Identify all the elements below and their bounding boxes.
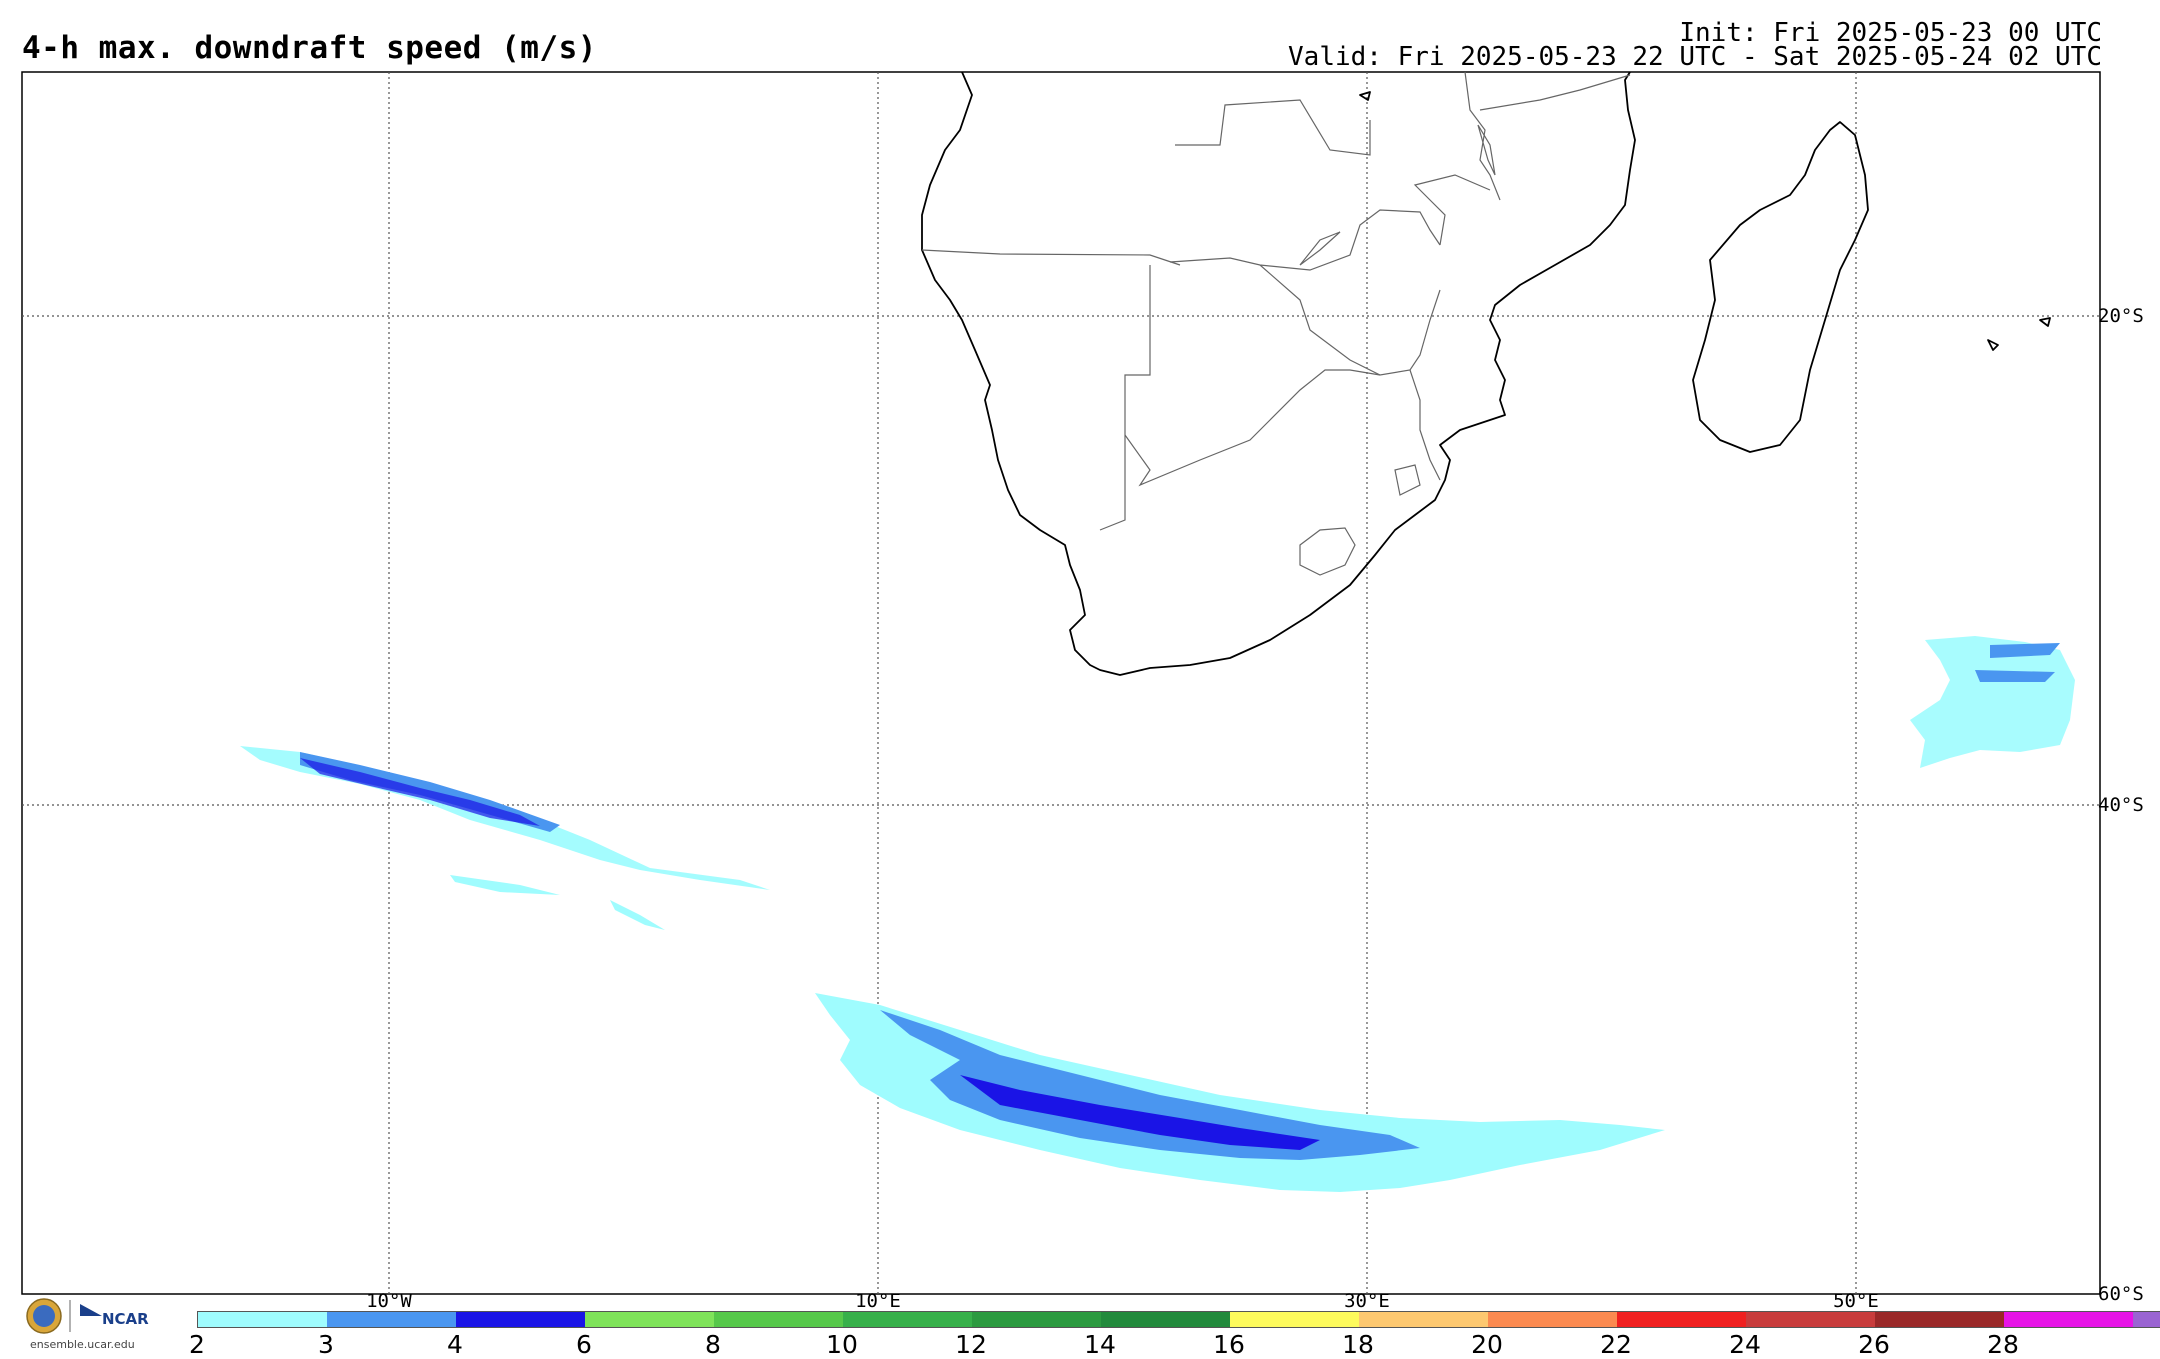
border-botswana-za xyxy=(1124,369,1381,487)
lake-victoria-area xyxy=(1359,91,1371,101)
colorbar-segment xyxy=(585,1312,714,1327)
colorbar-segment xyxy=(198,1312,327,1327)
nsf-ncar-logo xyxy=(26,1298,102,1334)
colorbar-tick-label: 26 xyxy=(1858,1330,1890,1359)
colorbar-tick-label: 14 xyxy=(1084,1330,1116,1359)
country-borders xyxy=(921,71,1631,576)
border-tanzania xyxy=(1479,74,1631,111)
downdraft-mid-east2 xyxy=(1975,670,2055,682)
map-title: 4-h max. downdraft speed (m/s) xyxy=(22,30,597,66)
mauritius xyxy=(1987,339,1999,351)
colorbar-tick-label: 4 xyxy=(447,1330,463,1359)
border-namibia-botswana xyxy=(1099,265,1151,531)
madagascar xyxy=(1692,121,1869,453)
colorbar xyxy=(197,1311,2160,1328)
colorbar-segment xyxy=(1230,1312,1359,1327)
lon-label-30e: 30°E xyxy=(1344,1290,1390,1312)
lat-label-40s: 40°S xyxy=(2098,794,2144,816)
colorbar-segment xyxy=(714,1312,843,1327)
colorbar-tick-label: 16 xyxy=(1213,1330,1245,1359)
init-time: Init: Fri 2025-05-23 00 UTC xyxy=(1679,18,2102,48)
gridlines xyxy=(22,72,2100,1294)
border-zambia xyxy=(1169,209,1441,271)
downdraft-light-east xyxy=(1910,636,2075,768)
africa-coast xyxy=(921,71,1636,676)
colorbar-segment xyxy=(327,1312,456,1327)
colorbar-segment xyxy=(1488,1312,1617,1327)
border-mozambique-za xyxy=(1409,369,1441,481)
colorbar-tick-label: 22 xyxy=(1600,1330,1632,1359)
lon-label-10w: 10°W xyxy=(366,1290,412,1312)
border-drc-zambia xyxy=(1175,99,1371,156)
colorbar-segment xyxy=(843,1312,972,1327)
downdraft-light-main xyxy=(815,993,1665,1192)
downdraft-field xyxy=(240,636,2075,1192)
downdraft-mid-main xyxy=(880,1010,1420,1160)
downdraft-mid-east xyxy=(1990,643,2060,658)
colorbar-tick-label: 18 xyxy=(1342,1330,1374,1359)
colorbar-segment xyxy=(1359,1312,1488,1327)
colorbar-segment xyxy=(1101,1312,1230,1327)
lon-label-50e: 50°E xyxy=(1833,1290,1879,1312)
colorbar-segment xyxy=(972,1312,1101,1327)
ncar-mark-icon xyxy=(80,1304,102,1316)
colorbar-tick-label: 28 xyxy=(1987,1330,2019,1359)
downdraft-light-west3 xyxy=(450,875,560,895)
ncar-wordmark: NCAR xyxy=(102,1310,149,1328)
lat-label-60s: 60°S xyxy=(2098,1283,2144,1305)
reunion xyxy=(2039,317,2051,327)
downdraft-strong-west xyxy=(300,758,540,826)
lat-label-20s: 20°S xyxy=(2098,305,2144,327)
colorbar-tick-label: 8 xyxy=(705,1330,721,1359)
colorbar-tick-label: 24 xyxy=(1729,1330,1761,1359)
colorbar-tick-label: 10 xyxy=(826,1330,858,1359)
lon-label-10e: 10°E xyxy=(855,1290,901,1312)
colorbar-segment xyxy=(2004,1312,2133,1327)
colorbar-segment xyxy=(1746,1312,1875,1327)
site-url: ensemble.ucar.edu xyxy=(30,1338,135,1351)
lake-malawi xyxy=(1477,124,1496,176)
colorbar-tick-label: 3 xyxy=(318,1330,334,1359)
colorbar-tick-label: 12 xyxy=(955,1330,987,1359)
eswatini xyxy=(1394,464,1421,496)
coastlines xyxy=(921,71,2051,676)
border-zimbabwe xyxy=(1259,264,1441,376)
colorbar-tick-label: 6 xyxy=(576,1330,592,1359)
border-malawi xyxy=(1464,71,1501,201)
downdraft-strong-main xyxy=(960,1075,1320,1150)
colorbar-segment xyxy=(1617,1312,1746,1327)
border-angola-namibia xyxy=(921,249,1181,266)
colorbar-segment xyxy=(1875,1312,2004,1327)
colorbar-segment xyxy=(2133,1312,2160,1327)
border-mozambique xyxy=(1413,174,1491,246)
colorbar-segment xyxy=(456,1312,585,1327)
colorbar-tick-label: 2 xyxy=(189,1330,205,1359)
lake-kariba xyxy=(1299,231,1341,266)
colorbar-tick-label: 20 xyxy=(1471,1330,1503,1359)
lesotho xyxy=(1299,527,1356,576)
valid-time: Valid: Fri 2025-05-23 22 UTC - Sat 2025-… xyxy=(1288,42,2102,72)
downdraft-light-west2 xyxy=(610,900,665,930)
